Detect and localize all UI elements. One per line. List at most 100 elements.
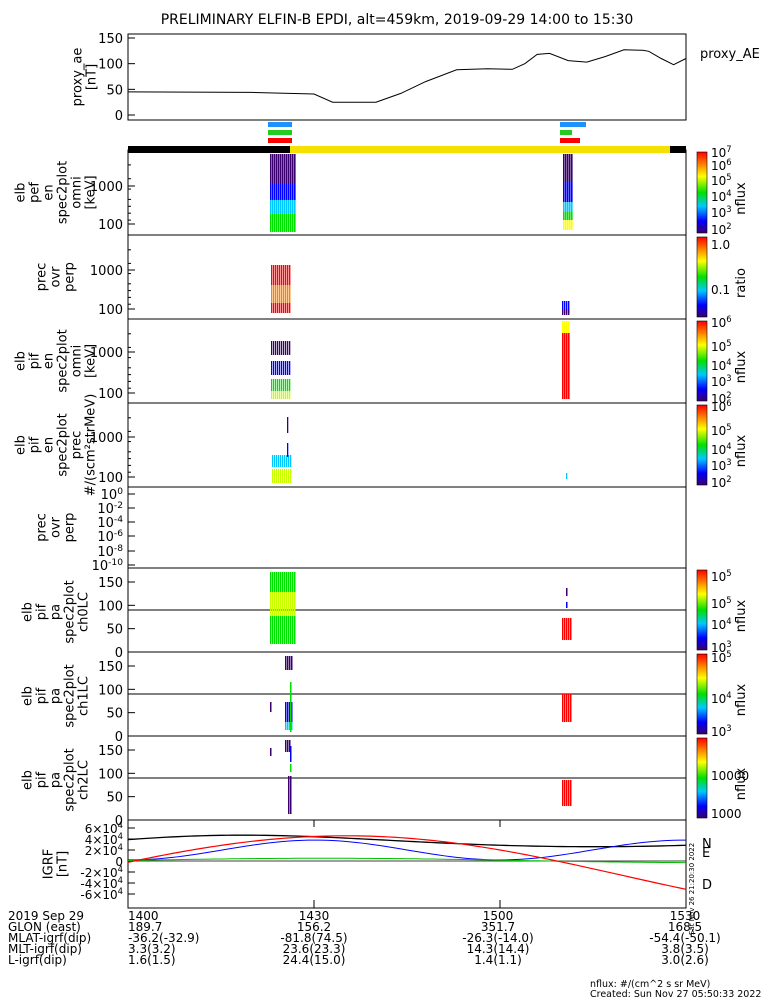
ytick-label: 50 — [106, 791, 123, 806]
spectrogram-pixel — [283, 303, 285, 313]
spectrogram-pixel — [272, 184, 274, 200]
spectrogram-pixel — [288, 776, 290, 814]
spectrogram-pixel — [272, 214, 274, 232]
axis-label-line: [keV] — [84, 344, 99, 378]
spectrogram-pixel — [276, 154, 278, 184]
panel-ylabel: elb pef en spec2plot omni [keV] — [14, 161, 99, 224]
spectrogram-pixel — [292, 154, 294, 184]
spectrogram-pixel — [283, 341, 285, 355]
spectrogram-pixel — [271, 285, 273, 303]
ytick-label: 10-10 — [92, 558, 124, 574]
spectrogram-pixel — [277, 341, 279, 355]
spectrogram-pixel — [290, 200, 292, 214]
xaxis-row-value: -26.3(-14.0) — [462, 931, 533, 945]
axis-label-line: prec — [35, 513, 50, 541]
spectrogram-pixel — [568, 321, 570, 333]
spectrogram-pixel — [289, 656, 291, 670]
ytick-label: 100 — [98, 218, 123, 233]
axis-label-line: perp — [63, 513, 78, 543]
spectrogram-pixel — [562, 618, 564, 640]
spectrogram-pixel — [567, 220, 569, 230]
colorbar-label: nflux — [734, 768, 749, 801]
spectrogram-pixel — [272, 592, 274, 616]
spectrogram-pixel — [570, 618, 572, 640]
spectrogram-pixel — [568, 618, 570, 640]
spectrogram-pixel — [288, 469, 290, 483]
axis-label-line: elb — [21, 686, 36, 706]
igrf-legend-n: N — [702, 837, 712, 852]
spectrogram-pixel — [287, 443, 289, 457]
spectrogram-pixel — [271, 265, 273, 285]
spectrogram-pixel — [290, 154, 292, 184]
spectrogram-pixel — [292, 572, 294, 592]
axis-label-line: spec2plot — [63, 664, 78, 727]
spectrogram-pixel — [276, 616, 278, 644]
spectrogram-pixel — [272, 200, 274, 214]
spectrogram-pixel — [276, 592, 278, 616]
panel-frame — [127, 149, 687, 236]
spectrogram-pixel — [289, 702, 291, 722]
spectrogram-pixel — [274, 200, 276, 214]
spectrogram-pixel — [566, 602, 568, 608]
spectrogram-pixel — [273, 379, 275, 391]
spectrogram-pixel — [272, 616, 274, 644]
spectrogram-pixel — [274, 184, 276, 200]
spectrogram-pixel — [568, 780, 570, 806]
spectrogram-pixel — [294, 184, 296, 200]
spectrogram-pixel — [289, 303, 291, 313]
footer-line1: nflux: #/(cm^2 s sr MeV) — [590, 979, 710, 990]
spectrogram-pixel — [284, 469, 286, 483]
spectrogram-pixel — [282, 154, 284, 184]
ytick-label: 0 — [115, 109, 123, 124]
proxy-ae-frame — [127, 33, 687, 121]
spectrogram-pixel — [278, 214, 280, 232]
spectrogram-pixel — [285, 379, 287, 391]
xaxis-row-label: GLON (east) — [8, 920, 81, 934]
spectrogram-pixel — [275, 361, 277, 375]
spectrogram-pixel — [273, 265, 275, 285]
axis-label-line: ch0LC — [77, 592, 92, 632]
spectrogram-pixel — [289, 379, 291, 391]
spectrogram-pixel — [278, 154, 280, 184]
spectrogram-pixel — [286, 469, 288, 483]
ytick-label: 6×104 — [85, 820, 123, 836]
spectrogram-pixel — [563, 182, 565, 202]
spectrogram-pixel — [564, 694, 566, 722]
ytick-label: 100 — [98, 599, 123, 614]
spectrogram-pixel — [290, 616, 292, 644]
spectrogram-pixel — [569, 212, 571, 220]
spectrogram-pixel — [292, 214, 294, 232]
colorbar — [696, 320, 708, 402]
axis-label-line: pif — [28, 352, 43, 369]
ytick-label: 0 — [115, 814, 123, 829]
spectrogram-pixel — [274, 455, 276, 467]
spectrogram-pixel — [281, 285, 283, 303]
spectrogram-pixel — [564, 618, 566, 640]
ytick-label: 4×104 — [85, 831, 123, 847]
spectrogram-pixel — [284, 154, 286, 184]
spectrogram-pixel — [570, 694, 572, 722]
ytick-label: 100 — [98, 387, 123, 402]
spectrogram-pixel — [287, 361, 289, 375]
spectrogram-pixel — [270, 572, 272, 592]
xaxis-row-value: 1.4(1.1) — [474, 953, 522, 967]
ytick-label: 0 — [115, 646, 123, 661]
igrf-n-line — [127, 839, 687, 861]
spectrogram-pixel — [291, 722, 293, 730]
colorbar-tick: 102 — [711, 221, 732, 237]
spectrogram-pixel — [270, 184, 272, 200]
spectrogram-pixel — [271, 303, 273, 313]
spectrogram-pixel — [288, 200, 290, 214]
spectrogram-pixel — [562, 321, 564, 333]
spectrogram-pixel — [285, 656, 287, 670]
spectrogram-pixel — [273, 341, 275, 355]
spectrogram-pixel — [283, 361, 285, 375]
spectrogram-pixel — [270, 200, 272, 214]
spectrogram-pixel — [290, 776, 292, 814]
spectrogram-pixel — [563, 202, 565, 212]
spectrogram-pixel — [281, 379, 283, 391]
spectrogram-pixel — [563, 154, 565, 182]
spectrogram-pixel — [284, 455, 286, 467]
ytick-label: -2×104 — [80, 864, 123, 880]
spectrogram-pixel — [275, 379, 277, 391]
